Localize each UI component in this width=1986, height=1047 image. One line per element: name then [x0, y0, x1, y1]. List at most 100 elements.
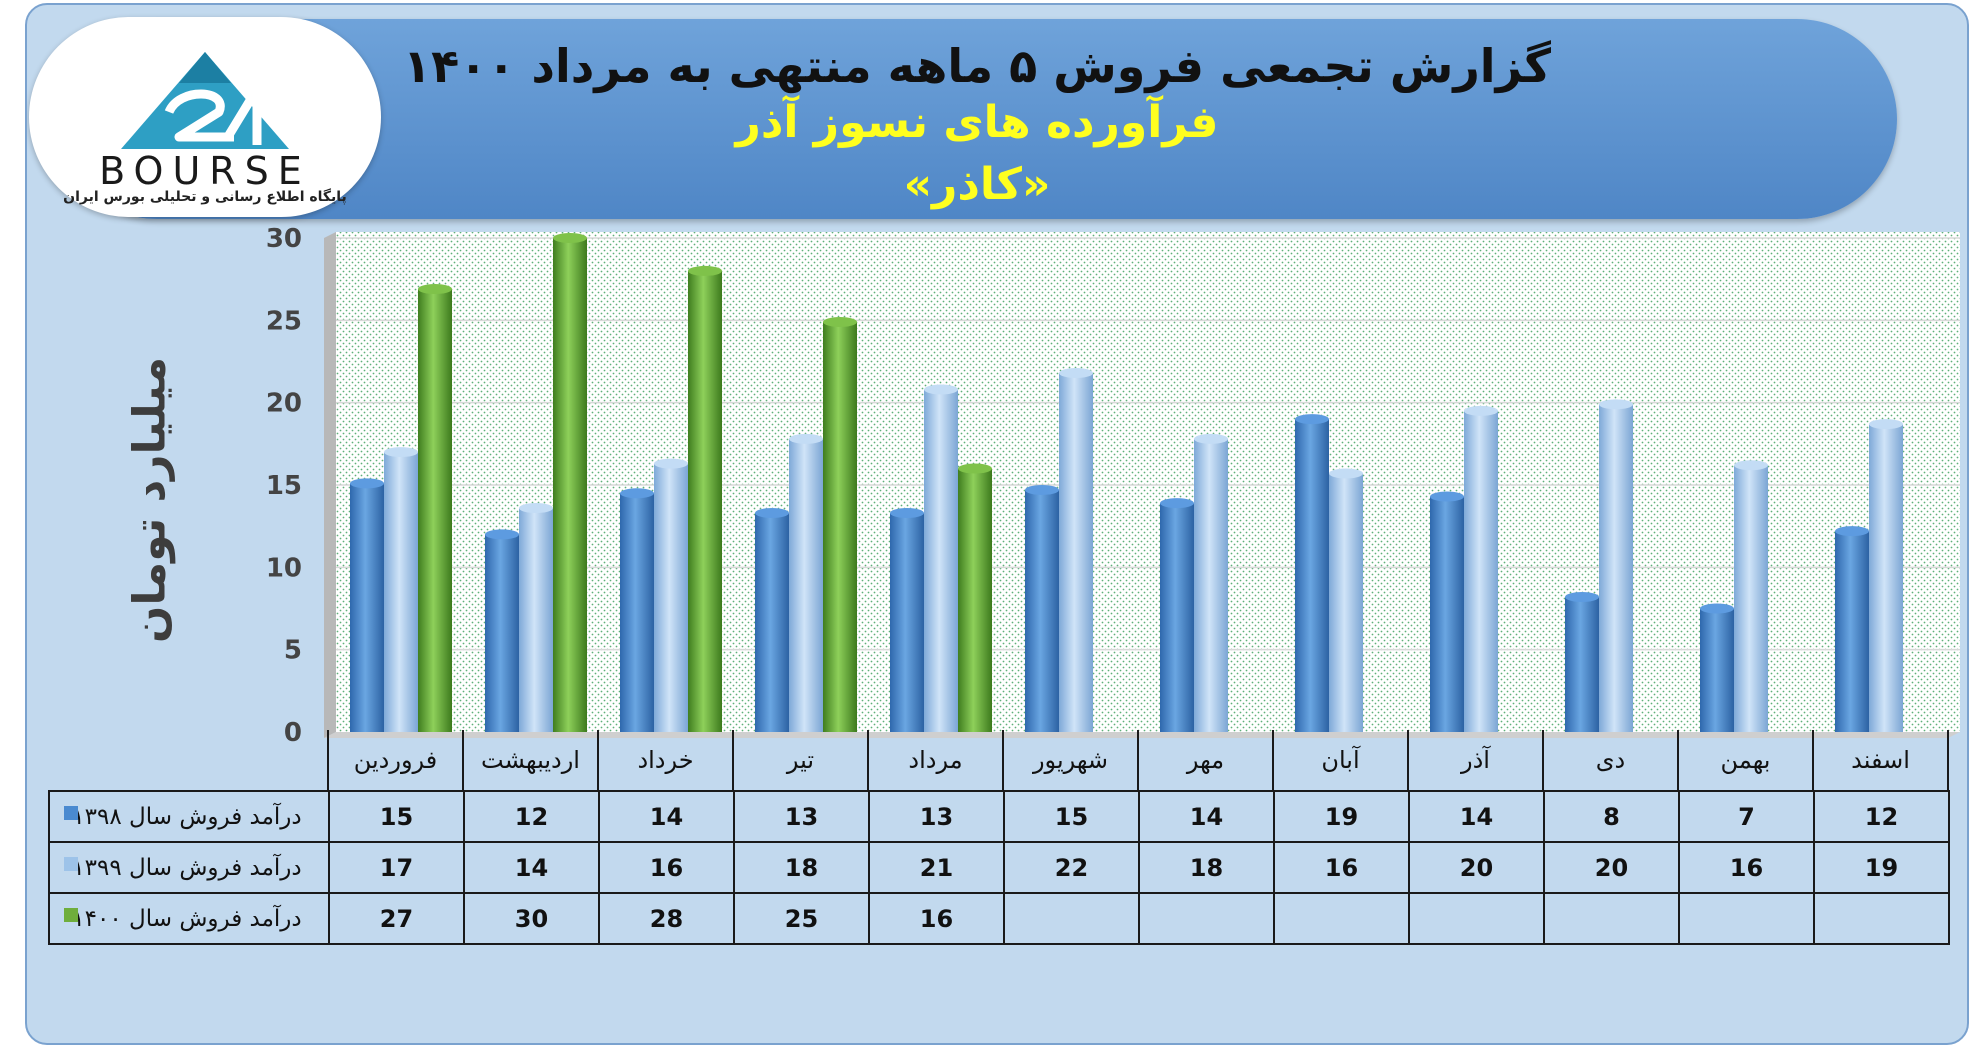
table-cell	[1138, 892, 1275, 945]
y-tick-label: 30	[266, 224, 302, 254]
table-cell: 13	[868, 790, 1005, 843]
table-cell: 12	[1813, 790, 1950, 843]
y-tick-label: 5	[284, 636, 302, 666]
table-row: درآمد فروش سال ۱۴۰۰ 27 30 28 25 16	[48, 892, 1950, 945]
table-cell: 14	[1408, 790, 1545, 843]
table-cell: 13	[733, 790, 870, 843]
logo-tagline: پایگاه اطلاع رسانی و تحلیلی بورس ایران	[63, 189, 347, 205]
bar	[823, 316, 857, 732]
data-table: درآمد فروش سال ۱۳۹۸ 15 12 14 13 13 15 14 19 14 8 7 1…	[48, 790, 1950, 945]
bar	[1025, 484, 1059, 732]
table-cell: 15	[1003, 790, 1140, 843]
bar	[890, 507, 924, 732]
logo-wordmark: BOURSE	[99, 149, 311, 193]
legend-label: درآمد فروش سال ۱۳۹۸	[72, 803, 302, 830]
x-tick-label: تیر	[786, 746, 815, 774]
bar	[1835, 526, 1869, 732]
category-divider	[1677, 730, 1679, 790]
bar	[418, 284, 452, 732]
ticker-name: «کاذر»	[903, 159, 1051, 210]
bar	[1059, 368, 1093, 732]
bar	[789, 433, 823, 732]
category-divider	[327, 730, 329, 790]
bourse-logo-icon	[121, 52, 289, 149]
table-cell: 14	[1138, 790, 1275, 843]
bar	[519, 503, 553, 732]
table-cell	[1003, 892, 1140, 945]
table-cell	[1678, 892, 1815, 945]
category-divider	[1407, 730, 1409, 790]
bar	[1160, 498, 1194, 732]
bar	[924, 384, 958, 732]
y-tick-label: 25	[266, 306, 302, 336]
legend-label: درآمد فروش سال ۱۳۹۹	[72, 854, 302, 881]
legend-entry: درآمد فروش سال ۱۳۹۸	[48, 790, 330, 843]
table-cell: 16	[598, 841, 735, 894]
bar	[1565, 591, 1599, 732]
bar	[1329, 468, 1363, 732]
category-divider	[1542, 730, 1544, 790]
category-divider	[1947, 730, 1949, 790]
y-tick-label: 20	[266, 389, 302, 419]
title-banner: گزارش تجمعی فروش ۵ ماهه منتهی به مرداد ۱…	[57, 19, 1897, 219]
x-tick-label: آذر	[1461, 746, 1490, 774]
axis-wall	[324, 232, 336, 738]
bar	[688, 265, 722, 732]
company-name: فرآورده های نسوز آذر	[735, 97, 1219, 148]
table-cell: 20	[1408, 841, 1545, 894]
table-cell: 14	[463, 841, 600, 894]
table-cell: 8	[1543, 790, 1680, 843]
x-tick-label: خرداد	[637, 746, 694, 774]
category-divider	[1272, 730, 1274, 790]
table-cell: 18	[1138, 841, 1275, 894]
category-divider	[1137, 730, 1139, 790]
table-cell: 19	[1813, 841, 1950, 894]
y-tick-label: 0	[284, 718, 302, 748]
x-tick-label: آبان	[1321, 746, 1360, 774]
table-cell: 18	[733, 841, 870, 894]
x-tick-label: بهمن	[1720, 746, 1771, 774]
category-divider	[867, 730, 869, 790]
x-tick-label: مرداد	[908, 746, 963, 774]
bar	[485, 529, 519, 732]
table-cell: 16	[868, 892, 1005, 945]
table-cell: 30	[463, 892, 600, 945]
category-row: فروردین اردیبهشت خرداد تیر مرداد شهریور مهر آبا…	[327, 730, 1949, 790]
table-cell: 17	[328, 841, 465, 894]
category-divider	[1812, 730, 1814, 790]
bar	[1869, 419, 1903, 732]
legend-label: درآمد فروش سال ۱۴۰۰	[72, 905, 302, 932]
legend-swatch	[64, 806, 78, 820]
table-cell	[1273, 892, 1410, 945]
table-row: درآمد فروش سال ۱۳۹۹ 17 14 16 18 21 22 18 16 20 20 1…	[48, 841, 1950, 894]
report-title: گزارش تجمعی فروش ۵ ماهه منتهی به مرداد ۱…	[403, 39, 1551, 93]
legend-entry: درآمد فروش سال ۱۴۰۰	[48, 892, 330, 945]
bar	[1599, 399, 1633, 732]
category-divider	[597, 730, 599, 790]
category-divider	[462, 730, 464, 790]
table-cell: 22	[1003, 841, 1140, 894]
table-cell: 12	[463, 790, 600, 843]
x-tick-label: اردیبهشت	[481, 746, 580, 774]
legend-entry: درآمد فروش سال ۱۳۹۹	[48, 841, 330, 894]
bar	[1194, 433, 1228, 732]
table-cell	[1813, 892, 1950, 945]
x-tick-label: دی	[1595, 746, 1626, 774]
table-cell	[1543, 892, 1680, 945]
x-tick-label: اسفند	[1851, 746, 1910, 774]
legend-swatch	[64, 908, 78, 922]
bar	[1464, 405, 1498, 732]
table-cell: 19	[1273, 790, 1410, 843]
bar	[620, 488, 654, 732]
legend-swatch	[64, 857, 78, 871]
table-cell: 16	[1273, 841, 1410, 894]
x-tick-label: فروردین	[353, 746, 438, 774]
category-divider	[1002, 730, 1004, 790]
bar	[384, 447, 418, 732]
bar	[755, 507, 789, 732]
table-cell: 25	[733, 892, 870, 945]
y-tick-label: 10	[266, 553, 302, 583]
x-tick-label: مهر	[1186, 746, 1225, 774]
table-cell: 27	[328, 892, 465, 945]
category-divider	[732, 730, 734, 790]
